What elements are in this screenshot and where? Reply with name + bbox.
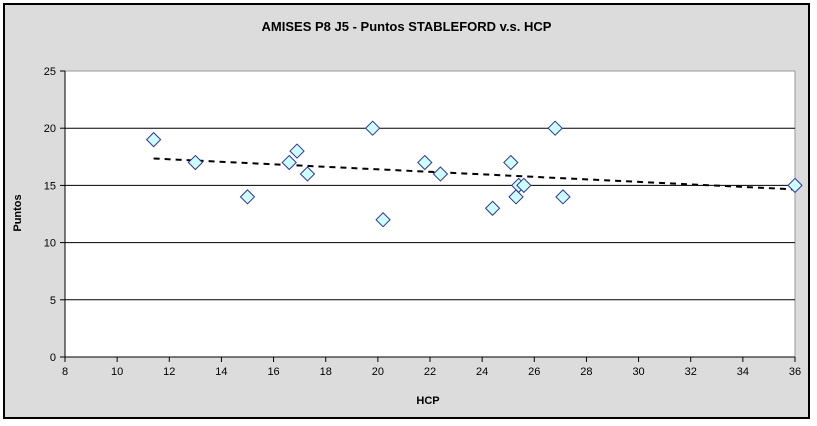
y-tick-label: 0 [50,352,56,364]
data-point-marker [281,154,297,171]
x-tick-label: 8 [62,366,68,378]
trendline [153,157,796,191]
chart-frame: AMISES P8 J5 - Puntos STABLEFORD v.s. HC… [3,3,810,419]
x-axis-title: HCP [416,395,439,407]
x-tick-label: 18 [320,366,332,378]
data-point-marker [503,154,519,171]
y-tick-label: 25 [44,66,56,78]
ticks-layer: 8 10 12 14 16 18 20 22 24 26 28 30 32 34 36 0 5 10 15 20 25 [44,66,801,378]
scatter-plot-area: 8 10 12 14 16 18 20 22 24 26 28 30 32 34 360510152025 … [12,66,803,407]
data-point-marker [787,177,803,194]
x-tick-label: 16 [267,366,279,378]
data-point-marker [239,189,256,205]
x-tick-label: 26 [528,366,540,378]
chart-title: AMISES P8 J5 - Puntos STABLEFORD v.s. HC… [261,19,552,34]
x-tick-label: 20 [372,366,384,378]
trendline-layer [153,157,796,191]
data-point-marker [484,200,501,216]
y-axis-title: Puntos [12,194,24,231]
data-point-marker [432,166,449,182]
x-tick-label: 36 [789,366,801,378]
data-point-marker [299,166,316,182]
data-point-marker [145,131,162,148]
x-tick-label: 22 [424,366,436,378]
data-point-marker [516,177,532,194]
x-tick-label: 10 [111,366,123,378]
data-point-marker [375,212,391,228]
gridlines-layer [65,127,795,301]
data-point-marker [364,120,381,136]
x-tick-label: 34 [737,366,749,378]
data-point-marker [187,154,204,171]
plot-background [65,71,795,357]
data-point-marker [547,120,563,136]
y-tick-label: 10 [44,238,56,250]
x-tick-label: 12 [163,366,175,378]
x-tick-label: 32 [685,366,697,378]
data-point-marker [417,154,433,171]
data-point-marker [508,189,524,205]
x-tick-label: 28 [580,366,592,378]
data-point-marker [555,189,571,205]
y-tick-label: 5 [50,295,56,307]
x-tick-label: 30 [632,366,644,378]
plot-background-layer [65,70,796,357]
x-tick-label: 24 [476,366,488,378]
data-points-layer [145,120,803,228]
data-point-marker [289,143,305,159]
y-tick-label: 20 [44,123,56,135]
x-tick-label: 14 [215,366,227,378]
y-tick-label: 15 [44,180,56,192]
